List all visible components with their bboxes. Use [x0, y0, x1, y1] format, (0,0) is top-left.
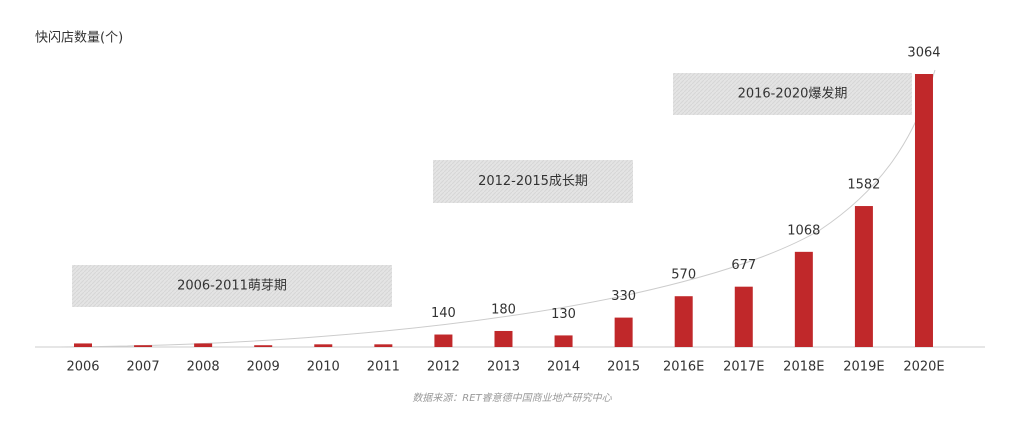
bar — [494, 330, 513, 347]
bar — [194, 343, 213, 347]
x-tick-label: 2017E — [723, 360, 764, 375]
source: 数据来源：RET睿意德中国商业地产研究中心 — [412, 392, 612, 404]
x-tick-label: 2013 — [487, 360, 520, 375]
x-tick-label: 2012 — [427, 360, 460, 375]
x-tick-label: 2016E — [663, 360, 704, 375]
value-label: 1068 — [787, 223, 820, 238]
x-tick-label: 2009 — [247, 360, 280, 375]
value-label: 677 — [731, 258, 756, 273]
bar — [794, 251, 813, 347]
bar — [674, 296, 693, 347]
x-tick-label: 2019E — [843, 360, 884, 375]
bar — [74, 343, 92, 347]
bar — [254, 345, 273, 347]
phase-box — [673, 73, 912, 115]
phase-box — [72, 265, 392, 307]
x-tick-label: 2008 — [187, 360, 220, 375]
value-label: 1582 — [847, 178, 880, 193]
phase-label: 2006-2011萌芽期 — [177, 279, 287, 294]
x-tick-label: 2015 — [607, 360, 640, 375]
value-label: 180 — [491, 302, 516, 317]
value-label: 570 — [671, 268, 696, 283]
x-tick-label: 2020E — [903, 360, 944, 375]
x-tick-label: 2014 — [547, 360, 580, 375]
trend-curve — [59, 69, 936, 348]
x-tick-label: 2018E — [783, 360, 824, 375]
phase-label: 2016-2020爆发期 — [738, 86, 848, 102]
bar — [914, 74, 933, 347]
x-tick-label: 2006 — [66, 360, 99, 375]
bar — [854, 206, 873, 347]
value-label: 140 — [431, 306, 456, 321]
bar — [554, 335, 573, 347]
x-tick-label: 2007 — [127, 360, 160, 375]
bar — [734, 286, 753, 347]
value-label: 130 — [551, 307, 576, 322]
phase-label: 2012-2015成长期 — [478, 174, 588, 189]
bar — [614, 317, 633, 347]
bar — [434, 334, 453, 347]
bar — [374, 344, 393, 347]
x-tick-label: 2010 — [307, 360, 340, 375]
value-label: 3064 — [907, 46, 940, 61]
y-axis-label: 快闪店数量(个) — [35, 31, 123, 46]
bar — [134, 345, 153, 347]
value-label: 330 — [611, 289, 636, 304]
x-tick-label: 2011 — [367, 360, 400, 375]
bar — [314, 344, 333, 347]
phase-box — [433, 160, 633, 203]
